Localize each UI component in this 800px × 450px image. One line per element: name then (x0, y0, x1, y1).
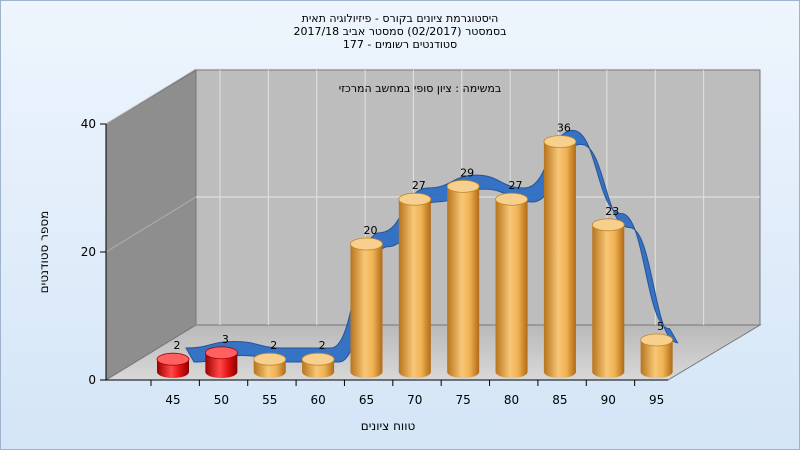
bar-body-75 (447, 186, 480, 372)
bar-base-75 (447, 366, 480, 378)
data-label-95: 5 (657, 320, 664, 333)
bar-cap-90 (591, 218, 625, 232)
y-tick-label-20: 20 (81, 245, 96, 259)
bar-cap-45 (156, 352, 190, 366)
bar-80 (495, 192, 528, 378)
bar-cap-85 (543, 135, 577, 149)
x-tick-label-50: 50 (214, 393, 229, 407)
y-tick-label-0: 0 (88, 373, 96, 387)
bar-70 (398, 192, 432, 378)
bar-base-95 (640, 366, 673, 378)
x-tick-label-55: 55 (262, 393, 277, 407)
bar-cap-70 (398, 192, 432, 206)
bar-base-90 (592, 366, 625, 378)
bar-cap-55 (253, 352, 287, 366)
data-label-90: 23 (605, 205, 619, 218)
data-label-60: 2 (319, 339, 326, 352)
data-label-55: 2 (270, 339, 277, 352)
x-tick-label-70: 70 (407, 393, 422, 407)
bar-body-70 (398, 199, 431, 372)
bar-body-80 (495, 199, 528, 372)
bar-base-65 (350, 366, 383, 378)
x-tick-label-80: 80 (504, 393, 519, 407)
bar-body-90 (592, 224, 625, 372)
bar-cap-50 (204, 346, 238, 360)
bar-cap-80 (495, 192, 528, 206)
bar-base-50 (205, 366, 238, 378)
grid-line-left-2 (105, 68, 197, 125)
data-label-45: 2 (174, 339, 181, 352)
x-tick-label-45: 45 (165, 393, 180, 407)
y-tick-label-40: 40 (81, 117, 96, 131)
bar-body-85 (543, 141, 576, 372)
bar-cap-95 (640, 333, 674, 347)
x-tick-label-60: 60 (310, 393, 325, 407)
x-tick-label-90: 90 (601, 393, 616, 407)
bar-cap-75 (446, 179, 480, 193)
bar-50 (204, 346, 238, 378)
bar-base-80 (495, 366, 528, 378)
data-label-85: 36 (557, 122, 571, 135)
bar-45 (156, 352, 190, 378)
x-tick-label-85: 85 (552, 393, 567, 407)
x-tick-label-95: 95 (649, 393, 664, 407)
bar-body-65 (350, 244, 383, 372)
bar-65 (350, 237, 383, 378)
bar-95 (640, 333, 674, 378)
x-tick-label-65: 65 (359, 393, 374, 407)
x-axis-label: טווח ציונים (361, 419, 416, 433)
chart-title-line-1: היסטוגרמת ציונים בקורס - פיזיולוגיה תאית (301, 12, 499, 25)
bar-cap-65 (350, 237, 383, 251)
bar-base-55 (253, 366, 286, 378)
y-axis-label: מספר סטודנטים (37, 211, 51, 294)
bar-cap-60 (301, 352, 335, 366)
chart-title-line-2: בסמסטר (02/2017) סמסטר אביב 2017/18 (293, 25, 507, 38)
bar-90 (591, 218, 625, 378)
data-label-65: 20 (363, 224, 377, 237)
bar-base-85 (543, 366, 576, 378)
data-label-50: 3 (222, 333, 229, 346)
bar-60 (301, 352, 335, 378)
chart-title-block: היסטוגרמת ציונים בקורס - פיזיולוגיה תאית… (0, 12, 800, 51)
x-tick-label-75: 75 (456, 393, 471, 407)
bar-85 (543, 135, 577, 378)
chart-title-line-3: סטודנטים רשומים - 177 (342, 38, 458, 51)
bar-75 (446, 179, 480, 378)
grid-line-left-1 (105, 196, 197, 253)
bar-55 (253, 352, 287, 378)
bar-base-70 (398, 366, 431, 378)
data-label-75: 29 (460, 166, 474, 179)
data-label-70: 27 (412, 179, 426, 192)
data-label-80: 27 (509, 179, 523, 192)
chart-subtitle: במשימה : ציון סופי במחשב המרכזי (339, 82, 502, 95)
bar-base-45 (157, 366, 189, 378)
bar-base-60 (302, 366, 335, 378)
